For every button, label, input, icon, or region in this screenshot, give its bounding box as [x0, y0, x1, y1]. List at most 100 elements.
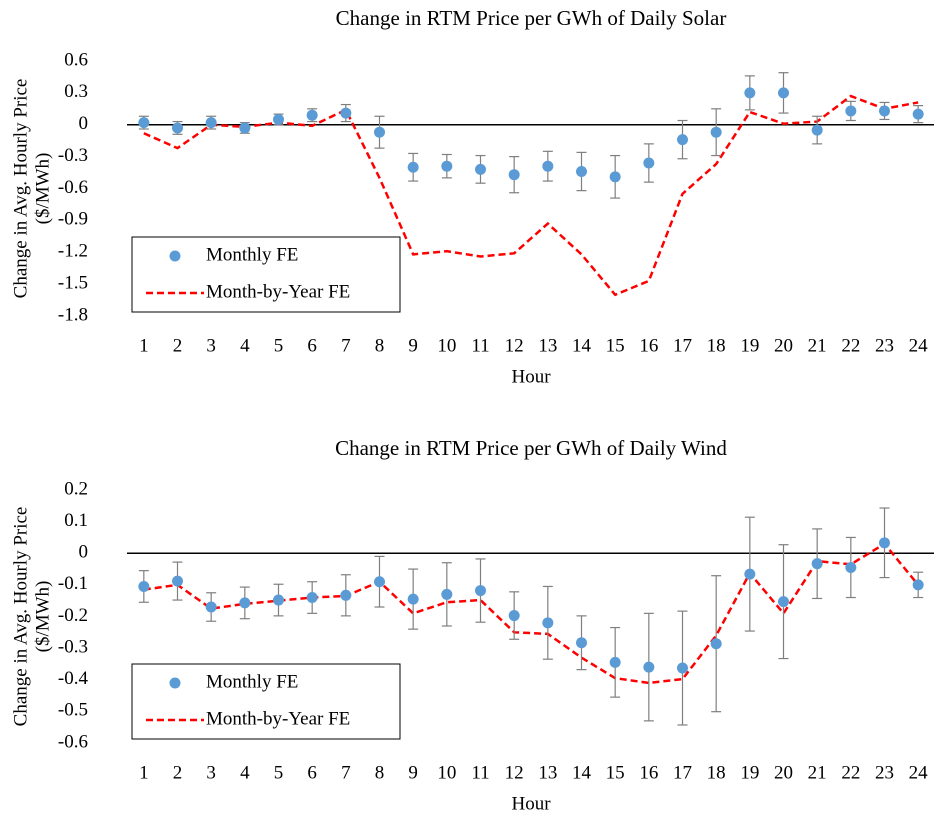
- marker: [205, 117, 217, 129]
- x-tick-label: 2: [173, 762, 183, 783]
- y-tick-label: -1.5: [58, 272, 88, 293]
- marker: [677, 134, 688, 146]
- y-tick-label: -0.3: [58, 145, 88, 166]
- legend: Monthly FE Month-by-Year FE: [131, 663, 401, 740]
- marker: [677, 662, 688, 674]
- x-tick-label: 15: [606, 335, 625, 356]
- x-tick-label: 7: [341, 335, 351, 356]
- x-tick-label: 21: [808, 762, 827, 783]
- marker: [475, 585, 486, 597]
- x-axis-label: Hour: [511, 793, 551, 814]
- x-tick-label: 12: [505, 762, 524, 783]
- legend: Monthly FE Month-by-Year FE: [131, 236, 401, 313]
- x-tick-label: 4: [240, 762, 250, 783]
- marker: [138, 580, 150, 592]
- x-tick-label: 21: [808, 335, 827, 356]
- y-tick-label: -0.1: [58, 573, 88, 594]
- y-tick-label: -0.9: [58, 209, 88, 230]
- marker: [576, 166, 587, 177]
- marker: [508, 610, 520, 622]
- x-tick-label: 1: [139, 335, 149, 356]
- x-tick-label: 8: [375, 335, 385, 356]
- marker: [912, 108, 924, 120]
- legend-label: Monthly FE: [206, 671, 298, 692]
- x-tick-label: 13: [538, 762, 557, 783]
- x-tick-label: 13: [538, 335, 557, 356]
- y-axis-label: ($/MWh): [32, 581, 53, 653]
- legend-label: Month-by-Year FE: [206, 281, 350, 302]
- y-tick-label: -1.2: [58, 241, 88, 262]
- y-tick-label: -0.2: [58, 605, 88, 626]
- chart-title: Change in RTM Price per GWh of Daily Win…: [335, 436, 727, 460]
- y-tick-label: 0.3: [64, 81, 88, 102]
- y-tick-label: 0.6: [64, 49, 88, 70]
- marker: [542, 617, 554, 629]
- y-tick-label: -0.3: [58, 636, 88, 657]
- marker: [273, 594, 284, 606]
- x-tick-label: 24: [909, 762, 929, 783]
- marker: [811, 558, 823, 570]
- marker: [441, 160, 453, 172]
- y-tick-label: 0.2: [64, 478, 88, 499]
- legend-swatch: [169, 677, 181, 689]
- x-tick-label: 18: [707, 762, 726, 783]
- y-tick-label: 0: [79, 542, 89, 563]
- marker: [340, 107, 352, 119]
- marker: [340, 589, 352, 601]
- marker: [138, 117, 150, 129]
- x-tick-label: 9: [408, 762, 418, 783]
- legend-label: Monthly FE: [206, 244, 298, 265]
- x-tick-label: 17: [673, 335, 692, 356]
- x-tick-label: 22: [841, 335, 860, 356]
- marker: [710, 638, 722, 650]
- marker: [879, 105, 890, 117]
- x-tick-label: 1: [139, 762, 149, 783]
- legend-label: Month-by-Year FE: [206, 708, 350, 729]
- x-tick-label: 23: [875, 335, 894, 356]
- marker: [239, 122, 251, 134]
- marker: [710, 126, 722, 138]
- x-axis-label: Hour: [511, 366, 551, 387]
- marker: [239, 597, 251, 609]
- x-tick-label: 18: [707, 335, 726, 356]
- marker: [407, 593, 419, 605]
- x-tick-label: 5: [274, 335, 284, 356]
- marker: [845, 105, 857, 117]
- y-tick-label: -1.8: [58, 304, 88, 325]
- y-tick-label: -0.5: [58, 700, 88, 721]
- x-tick-label: 6: [307, 762, 317, 783]
- marker: [643, 661, 655, 673]
- x-tick-label: 14: [572, 335, 592, 356]
- legend-box: [131, 663, 401, 740]
- y-axis-label: Change in Avg. Hourly Price: [10, 79, 31, 299]
- x-tick-label: 8: [375, 762, 385, 783]
- x-tick-label: 3: [206, 335, 216, 356]
- marker: [576, 637, 587, 649]
- marker: [778, 87, 789, 99]
- x-tick-label: 2: [173, 335, 183, 356]
- x-tick-label: 19: [740, 762, 759, 783]
- x-tick-label: 9: [408, 335, 418, 356]
- marker: [643, 157, 655, 169]
- chart-title: Change in RTM Price per GWh of Daily Sol…: [336, 6, 727, 30]
- x-tick-label: 11: [471, 335, 489, 356]
- x-tick-label: 20: [774, 335, 793, 356]
- marker: [811, 124, 823, 136]
- marker: [744, 87, 756, 99]
- marker: [778, 596, 789, 608]
- marker: [374, 126, 385, 138]
- chart: Change in RTM Price per GWh of Daily Sol…: [10, 6, 934, 387]
- x-tick-label: 4: [240, 335, 250, 356]
- marker: [306, 592, 318, 604]
- marker: [542, 160, 554, 172]
- x-tick-label: 11: [471, 762, 489, 783]
- y-tick-label: 0.1: [64, 510, 88, 531]
- legend-box: [131, 236, 401, 313]
- y-tick-label: -0.6: [58, 731, 88, 752]
- x-tick-label: 3: [206, 762, 216, 783]
- marker: [609, 171, 621, 183]
- marker: [172, 122, 183, 134]
- marker: [912, 579, 924, 591]
- x-tick-label: 17: [673, 762, 692, 783]
- marker: [879, 537, 890, 549]
